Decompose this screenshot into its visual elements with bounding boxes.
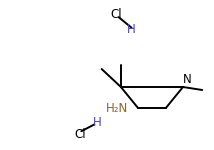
Text: H: H bbox=[93, 117, 102, 129]
Text: N: N bbox=[183, 73, 192, 86]
Text: Cl: Cl bbox=[111, 8, 122, 21]
Text: H: H bbox=[127, 23, 136, 36]
Text: H₂N: H₂N bbox=[106, 102, 128, 115]
Text: Cl: Cl bbox=[74, 128, 86, 141]
